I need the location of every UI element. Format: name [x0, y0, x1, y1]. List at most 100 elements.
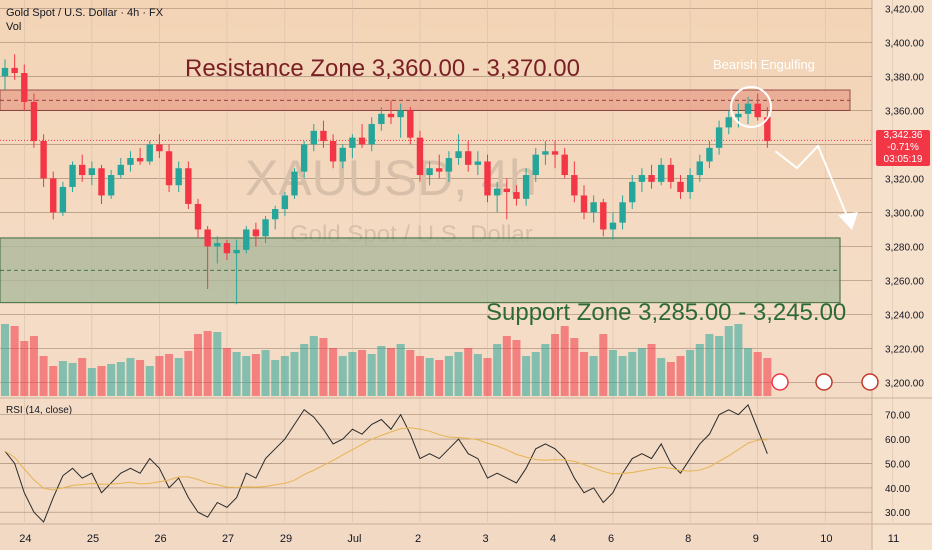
- candle: [696, 154, 703, 182]
- time-tick-label: 10: [820, 533, 832, 545]
- volume-bar: [618, 356, 627, 396]
- candle: [11, 54, 18, 80]
- rsi-label: RSI (14, close): [6, 405, 72, 416]
- candle-body: [493, 188, 501, 196]
- volume-bar: [203, 331, 212, 396]
- candle-body: [571, 175, 578, 196]
- candle: [79, 154, 86, 182]
- candle-body: [735, 113, 742, 118]
- volume-bar: [20, 341, 29, 396]
- lightning-event-icon: [771, 373, 789, 391]
- volume-bar: [300, 344, 309, 396]
- price-tick-label: 3,200.00: [885, 378, 924, 389]
- volume-bar: [242, 356, 251, 396]
- candle-body: [243, 229, 250, 250]
- candle: [233, 239, 240, 305]
- candle-body: [262, 219, 269, 237]
- candle-body: [503, 188, 510, 193]
- time-tick-label: 26: [154, 533, 166, 545]
- volume-bar: [165, 354, 174, 396]
- candle-body: [407, 110, 414, 138]
- candle: [272, 205, 279, 230]
- candle-body: [397, 110, 404, 118]
- time-tick-label: 11: [888, 533, 899, 545]
- volume-bar: [396, 344, 405, 396]
- candle: [262, 215, 269, 244]
- volume-bar: [329, 348, 338, 396]
- candle-body: [50, 178, 57, 213]
- candle-body: [426, 168, 433, 176]
- price-tick-label: 3,260.00: [885, 276, 924, 287]
- volume-bar: [686, 350, 695, 396]
- volume-bar: [744, 348, 753, 396]
- candle-body: [436, 168, 443, 172]
- volume-bar: [724, 326, 733, 396]
- candle: [21, 64, 28, 111]
- current-price: 3,342.36: [883, 130, 923, 141]
- candle-body: [1, 67, 9, 77]
- candle-body: [725, 117, 732, 128]
- volume-bar: [174, 358, 183, 396]
- volume-bar: [425, 358, 434, 396]
- volume-bar: [232, 352, 241, 396]
- candle-body: [117, 164, 124, 176]
- candle: [744, 96, 752, 125]
- volume-bar: [753, 352, 762, 396]
- candle: [397, 103, 404, 138]
- volume-bar: [271, 360, 280, 396]
- candle-body: [11, 67, 18, 74]
- candle: [185, 161, 192, 210]
- candle: [291, 168, 298, 199]
- candle-body: [764, 117, 771, 142]
- volume-bar: [58, 361, 67, 396]
- candle: [98, 164, 105, 204]
- candle-body: [706, 147, 713, 162]
- rsi-ma-line: [4, 427, 768, 491]
- candle: [1, 59, 9, 91]
- candle-body: [590, 202, 597, 213]
- volume-bar: [406, 350, 415, 396]
- volume-bar: [473, 354, 482, 396]
- candle: [300, 141, 308, 179]
- symbol-title[interactable]: Gold Spot / U.S. Dollar · 4h · FX: [6, 7, 164, 19]
- candle: [50, 171, 57, 220]
- price-axis-bg: [872, 0, 932, 550]
- volume-bar: [10, 326, 19, 396]
- volume-bar: [78, 358, 87, 396]
- rsi-tick-label: 70.00: [885, 411, 910, 422]
- volume-bar: [560, 326, 569, 396]
- candle-body: [272, 209, 279, 220]
- resistance-zone: [0, 89, 851, 111]
- candle: [715, 120, 723, 155]
- volume-bar: [589, 356, 598, 396]
- candle: [407, 107, 414, 145]
- candle: [561, 147, 568, 179]
- volume-bar: [483, 358, 492, 396]
- candle-body: [300, 144, 308, 172]
- candle: [493, 181, 501, 213]
- candle-body: [165, 151, 173, 186]
- candle-body: [522, 175, 530, 199]
- candle: [59, 181, 67, 216]
- volume-bar: [184, 351, 193, 396]
- candle-body: [744, 103, 752, 114]
- rsi-tick-label: 40.00: [885, 484, 910, 495]
- volume-bar: [251, 354, 260, 396]
- candle-body: [329, 141, 337, 162]
- candle: [629, 175, 636, 210]
- candle: [513, 185, 520, 206]
- candle-body: [387, 113, 395, 118]
- candle-body: [339, 147, 346, 162]
- time-tick-label: 2: [415, 533, 421, 545]
- candle-body: [146, 144, 153, 162]
- candle: [580, 185, 588, 220]
- candle-body: [281, 195, 289, 210]
- candle-body: [194, 203, 202, 230]
- candle: [764, 107, 771, 148]
- candle-body: [79, 164, 86, 176]
- price-tick-label: 3,240.00: [885, 310, 924, 321]
- candle: [542, 141, 549, 165]
- time-tick-label: 25: [87, 533, 99, 545]
